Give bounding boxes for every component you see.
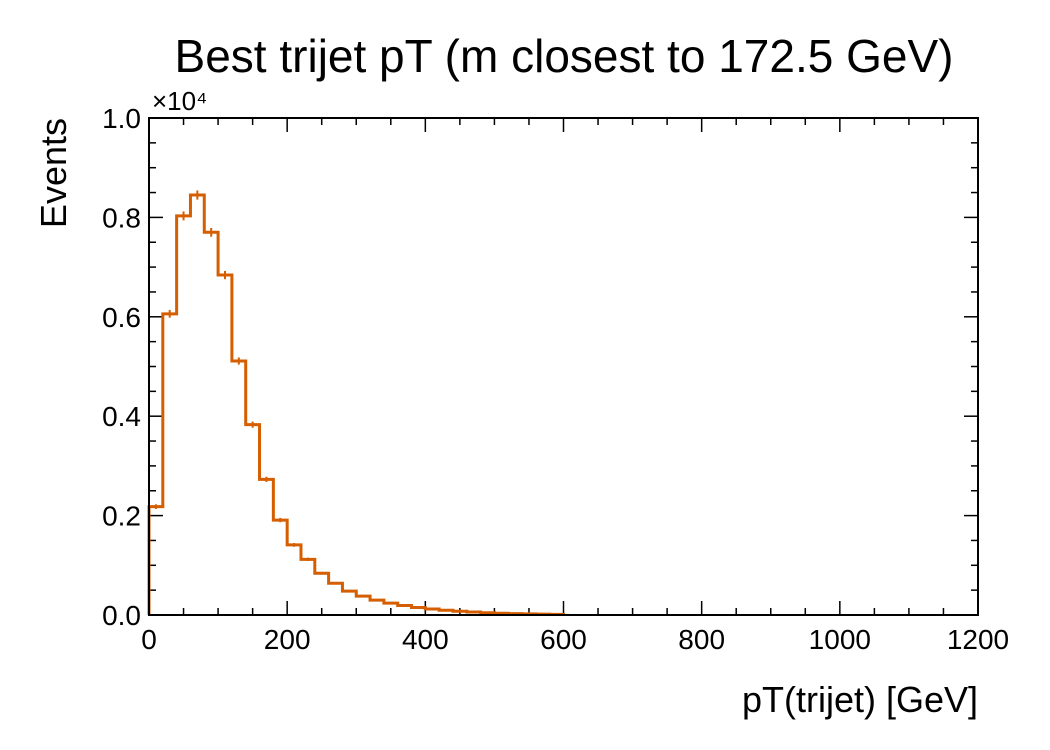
plot-frame (148, 117, 979, 616)
x-tick-label: 1200 (947, 624, 1009, 655)
y-axis-tick-labels: 0.0 0.2 0.4 0.6 0.8 1.0 (102, 103, 141, 631)
x-tick-label: 200 (264, 624, 311, 655)
histogram-error-bars (154, 190, 558, 615)
y-tick-label: 0.6 (102, 302, 141, 333)
chart-title: Best trijet pT (m closest to 172.5 GeV) (175, 30, 954, 82)
x-tick-label: 400 (402, 624, 449, 655)
y-tick-label: 0.2 (102, 501, 141, 532)
x-axis-ticks (148, 118, 979, 615)
y-tick-label: 0.4 (102, 401, 141, 432)
y-tick-label: 0.0 (102, 600, 141, 631)
x-tick-label: 800 (678, 624, 725, 655)
x-tick-label: 600 (540, 624, 587, 655)
y-tick-label: 0.8 (102, 202, 141, 233)
x-axis-tick-labels: 0 200 400 600 800 1000 1200 (141, 624, 1009, 655)
histogram-series-line (147, 193, 565, 616)
x-axis-title: pT(trijet) [GeV] (742, 679, 978, 720)
y-axis-ticks (149, 117, 978, 616)
y-axis-multiplier: ×10⁴ (152, 86, 207, 116)
y-tick-label: 1.0 (102, 103, 141, 134)
x-tick-label: 0 (141, 624, 157, 655)
x-tick-label: 1000 (809, 624, 871, 655)
y-axis-title: Events (33, 118, 74, 228)
